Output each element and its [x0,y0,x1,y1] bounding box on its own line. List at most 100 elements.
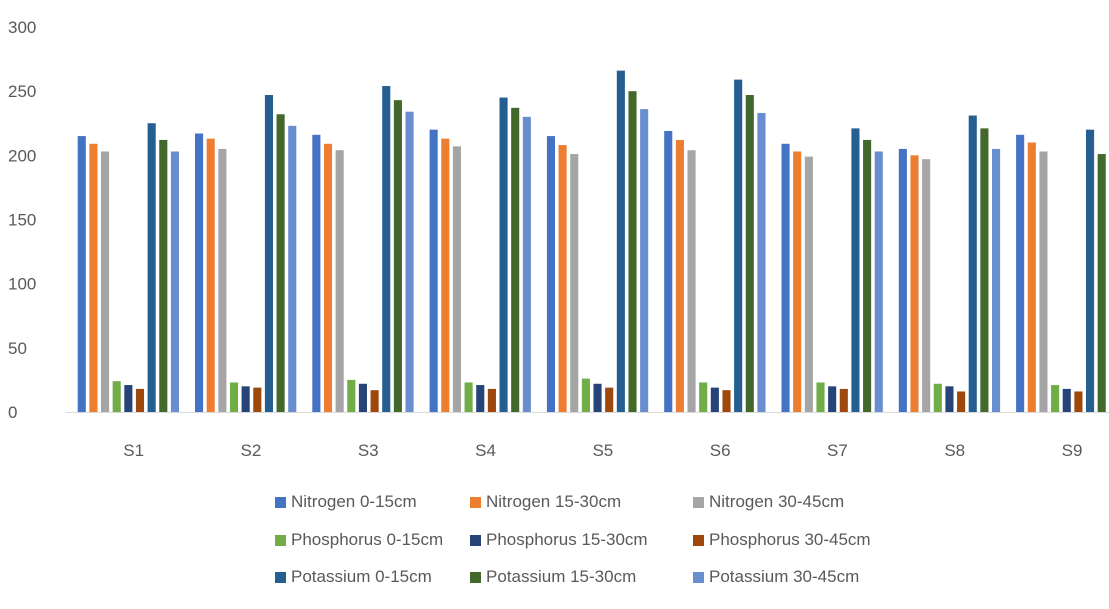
x-category-label: S7 [827,441,848,460]
bar-s2-series-2 [206,138,215,412]
bar-s1-series-4 [112,381,121,412]
bar-s3-series-2 [323,143,333,412]
bar-s7-series-7 [851,128,860,412]
bar-s3-series-9 [405,111,414,412]
bar-s5-series-3 [570,154,579,413]
bar-s2-series-4 [229,382,239,412]
bar-s4-series-6 [487,388,496,412]
bar-s1-series-7 [147,123,156,412]
bar-s2-series-3 [218,148,227,413]
bar-s6-series-9 [757,112,766,412]
bar-s1-series-5 [124,385,133,412]
bar-series-group [77,70,1106,413]
bar-s2-series-1 [195,133,204,412]
bar-s1-series-9 [170,151,179,413]
bar-s8-series-3 [922,159,931,412]
bar-s6-series-3 [687,150,696,412]
bar-s2-series-9 [288,125,297,412]
bar-s2-series-7 [264,95,273,413]
bar-s5-series-8 [628,91,637,413]
bar-s5-series-1 [546,136,555,412]
bar-s4-series-2 [441,138,450,412]
bar-s6-series-2 [675,139,684,412]
bar-s8-series-2 [910,155,919,412]
bar-s3-series-8 [393,100,402,413]
bar-s4-series-4 [464,382,473,412]
x-category-label: S8 [944,441,965,460]
bar-s9-series-3 [1039,151,1048,413]
bar-s2-series-8 [276,114,285,413]
bar-s9-series-8 [1097,154,1106,413]
bar-s1-series-1 [77,136,86,412]
x-category-label: S2 [241,441,262,460]
y-tick-label: 200 [8,146,36,165]
bar-s2-series-6 [253,387,262,412]
bar-s4-series-7 [499,97,508,412]
x-category-label: S3 [358,441,379,460]
y-tick-label: 100 [8,275,36,294]
bar-s5-series-5 [593,383,602,412]
bar-s9-series-2 [1027,142,1036,412]
bar-s9-series-5 [1062,388,1071,412]
bar-s9-series-6 [1074,391,1083,412]
bar-s3-series-1 [312,134,321,413]
y-tick-label: 50 [8,339,27,358]
bar-s8-series-9 [992,148,1001,413]
bar-s8-series-7 [968,115,977,413]
bar-s5-series-2 [558,145,567,412]
bar-s4-series-1 [429,129,438,413]
bar-s1-series-8 [159,139,168,412]
bar-s5-series-7 [616,70,625,412]
bar-s5-series-6 [605,387,614,412]
x-category-label: S9 [1062,441,1083,460]
bar-s8-series-8 [980,128,989,412]
bar-s7-series-3 [804,156,813,412]
bar-s7-series-8 [863,139,872,412]
bar-s1-series-6 [135,388,145,412]
x-category-label: S4 [475,441,496,460]
bar-s5-series-9 [640,109,649,412]
x-category-label: S1 [123,441,144,460]
bar-s7-series-4 [816,382,825,412]
bar-s6-series-4 [699,382,708,412]
bar-s7-series-6 [839,388,848,412]
bar-s1-series-3 [101,151,110,413]
y-tick-label: 150 [8,211,36,230]
bar-s6-series-6 [722,390,731,412]
x-axis: S1 S2 S3 S4 S5 S6 S7 S8 S9 [123,441,1082,460]
y-axis: 0 50 100 150 200 250 300 [8,18,36,422]
bar-s8-series-4 [933,383,942,412]
bar-s6-series-7 [734,79,743,413]
bar-s7-series-1 [781,143,790,412]
bar-s5-series-4 [581,378,590,412]
y-tick-label: 300 [8,18,36,37]
bar-s6-series-1 [664,130,673,412]
bar-s8-series-5 [945,386,954,412]
bar-s2-series-5 [241,386,250,412]
bar-s6-series-5 [710,387,719,412]
bar-s7-series-5 [828,386,837,412]
bar-s1-series-2 [89,143,98,412]
bar-s7-series-2 [793,151,802,413]
x-category-label: S6 [710,441,731,460]
bar-s9-series-4 [1051,385,1060,412]
bar-s4-series-9 [522,116,531,412]
bar-s9-series-1 [1016,134,1025,413]
y-tick-label: 0 [8,403,17,422]
bar-s3-series-4 [347,379,356,412]
bar-s3-series-5 [358,383,367,412]
x-category-label: S5 [592,441,613,460]
y-tick-label: 250 [8,82,36,101]
bar-s9-series-7 [1086,129,1095,413]
bar-s4-series-5 [476,385,485,412]
bar-s8-series-6 [957,391,966,412]
bar-s4-series-3 [452,146,461,412]
bar-s6-series-8 [745,95,754,413]
bar-s4-series-8 [511,107,520,412]
bar-s3-series-7 [382,86,391,412]
bar-s7-series-9 [874,151,883,413]
bar-s8-series-1 [898,148,907,413]
bar-s3-series-6 [370,390,379,412]
bar-s3-series-3 [335,150,344,412]
